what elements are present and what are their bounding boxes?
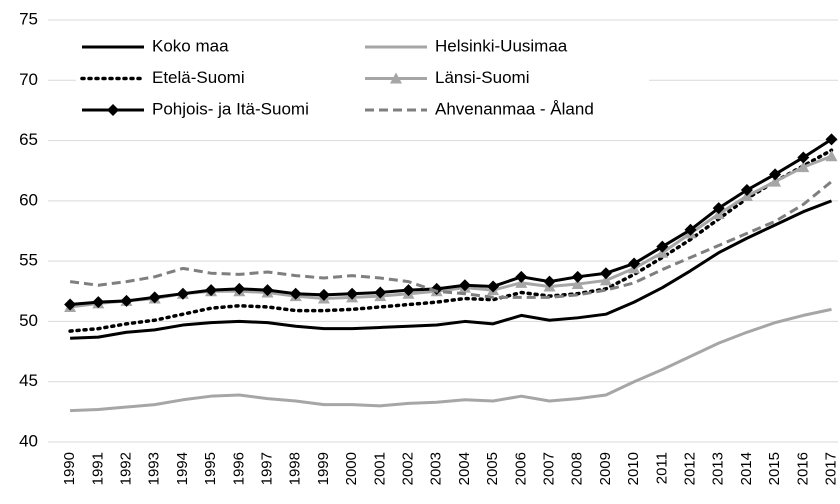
x-tick-label: 2014 bbox=[738, 452, 755, 485]
y-tick-label: 40 bbox=[19, 431, 38, 450]
x-tick-label: 2000 bbox=[343, 452, 360, 485]
marker bbox=[233, 282, 246, 295]
y-tick-label: 75 bbox=[19, 9, 38, 28]
marker bbox=[769, 175, 782, 187]
marker bbox=[825, 150, 838, 162]
marker bbox=[712, 202, 725, 215]
legend-marker bbox=[390, 72, 402, 84]
x-tick-label: 2001 bbox=[371, 452, 388, 485]
series-line bbox=[69, 180, 833, 299]
series-line bbox=[69, 138, 833, 307]
marker bbox=[261, 284, 274, 297]
legend-label: Pohjois- ja Itä-Suomi bbox=[152, 99, 309, 118]
x-tick-label: 1996 bbox=[230, 452, 247, 485]
x-tick-label: 1998 bbox=[287, 452, 304, 485]
y-tick-label: 55 bbox=[19, 251, 38, 270]
marker bbox=[317, 288, 330, 301]
marker bbox=[289, 287, 302, 300]
x-tick-label: 2013 bbox=[710, 452, 727, 485]
legend-marker bbox=[107, 104, 119, 116]
marker bbox=[571, 270, 584, 283]
marker bbox=[148, 291, 161, 304]
marker bbox=[599, 267, 612, 280]
x-tick-label: 1994 bbox=[174, 452, 191, 485]
marker bbox=[487, 280, 500, 293]
x-tick-label: 2012 bbox=[681, 452, 698, 485]
x-tick-label: 2004 bbox=[456, 452, 473, 485]
x-tick-label: 2002 bbox=[399, 452, 416, 485]
marker bbox=[402, 284, 415, 297]
series-line bbox=[69, 154, 833, 309]
marker bbox=[797, 161, 810, 173]
x-tick-label: 1997 bbox=[258, 452, 275, 485]
legend-label: Koko maa bbox=[152, 36, 229, 55]
marker bbox=[599, 274, 612, 286]
x-tick-label: 2009 bbox=[597, 452, 614, 485]
x-tick-label: 1995 bbox=[202, 452, 219, 485]
marker bbox=[64, 298, 77, 311]
x-tick-label: 2007 bbox=[540, 452, 557, 485]
marker bbox=[430, 282, 443, 295]
legend-label: Helsinki-Uusimaa bbox=[435, 36, 568, 55]
x-tick-label: 2005 bbox=[484, 452, 501, 485]
marker bbox=[374, 286, 387, 299]
legend-label: Länsi-Suomi bbox=[435, 68, 530, 87]
y-tick-label: 70 bbox=[19, 70, 38, 89]
marker bbox=[571, 278, 584, 290]
x-tick-label: 2006 bbox=[512, 452, 529, 485]
marker bbox=[205, 284, 218, 297]
series-line bbox=[70, 199, 833, 340]
y-tick-label: 60 bbox=[19, 190, 38, 209]
marker bbox=[515, 270, 528, 283]
legend-label: Etelä-Suomi bbox=[152, 68, 245, 87]
marker bbox=[92, 296, 105, 309]
marker bbox=[825, 133, 838, 146]
x-tick-label: 1990 bbox=[61, 452, 78, 485]
marker bbox=[120, 294, 133, 307]
y-tick-label: 50 bbox=[19, 311, 38, 330]
marker bbox=[656, 240, 669, 253]
legend-label: Ahvenanmaa - Åland bbox=[435, 99, 594, 118]
x-tick-label: 1992 bbox=[117, 452, 134, 485]
x-tick-label: 1991 bbox=[89, 452, 106, 485]
y-tick-label: 65 bbox=[19, 130, 38, 149]
series-line bbox=[68, 148, 834, 333]
x-tick-label: 2016 bbox=[794, 452, 811, 485]
marker bbox=[458, 279, 471, 292]
x-tick-label: 2010 bbox=[625, 452, 642, 485]
marker bbox=[797, 151, 810, 164]
x-tick-label: 2017 bbox=[822, 452, 839, 485]
y-tick-label: 45 bbox=[19, 371, 38, 390]
series-line bbox=[70, 307, 832, 413]
x-tick-label: 2003 bbox=[428, 452, 445, 485]
x-tick-label: 1999 bbox=[315, 452, 332, 485]
x-tick-label: 1993 bbox=[146, 452, 163, 485]
x-tick-label: 2008 bbox=[569, 452, 586, 485]
marker bbox=[740, 184, 753, 197]
marker bbox=[346, 287, 359, 300]
marker bbox=[176, 287, 189, 300]
marker bbox=[684, 223, 697, 236]
x-tick-label: 2011 bbox=[653, 452, 670, 484]
marker bbox=[628, 257, 641, 270]
x-tick-label: 2015 bbox=[766, 452, 783, 485]
legend: Koko maa Helsinki-Uusimaa Etelä-Suomi Länsi… bbox=[76, 34, 649, 123]
marker bbox=[769, 168, 782, 181]
marker bbox=[543, 275, 556, 288]
